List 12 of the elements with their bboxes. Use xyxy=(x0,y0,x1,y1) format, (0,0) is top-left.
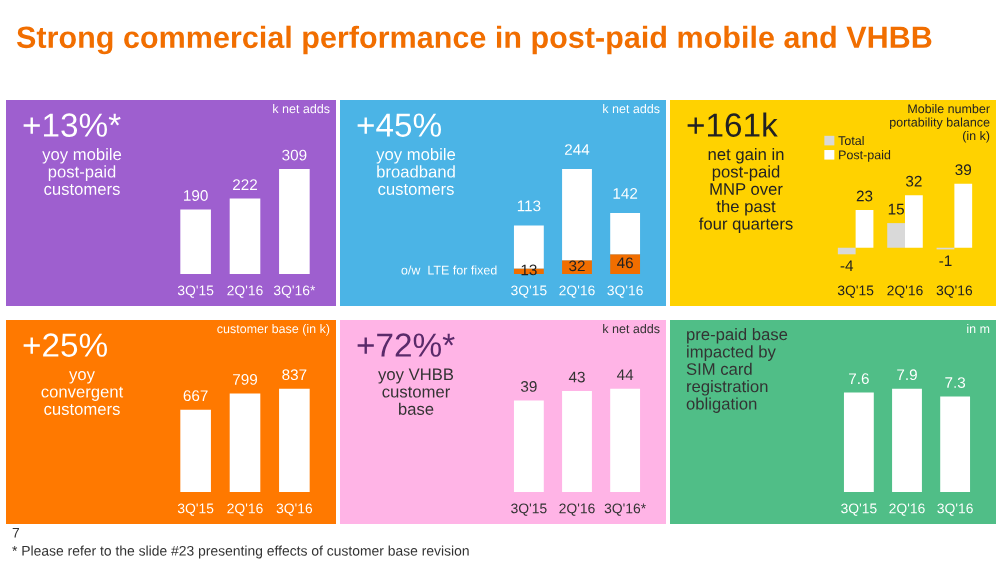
chart-subtitle: yoy VHBB customer base xyxy=(378,368,454,415)
chart-subtitle: pre-paid base impacted by SIM card registration obligation xyxy=(686,328,788,413)
chart-title: +72%* xyxy=(357,333,455,357)
chart-title: +45% xyxy=(357,113,441,137)
chart-title: +13%* xyxy=(23,113,121,137)
chart-title: +161k xyxy=(687,112,778,137)
chart-subtitle: yoy mobile broadband customers xyxy=(376,148,456,195)
chart-title: +25% xyxy=(23,333,107,357)
chart-subtitle: yoy mobile post-paid customers xyxy=(42,148,122,195)
chart-subtitle: yoy convergent customers xyxy=(41,371,124,415)
chart-subtitle: net gain in post-paid MNP over the past four quarters xyxy=(699,148,793,233)
text: Strong commercial performance in post-paid mobile and VHBB xyxy=(16,25,932,55)
